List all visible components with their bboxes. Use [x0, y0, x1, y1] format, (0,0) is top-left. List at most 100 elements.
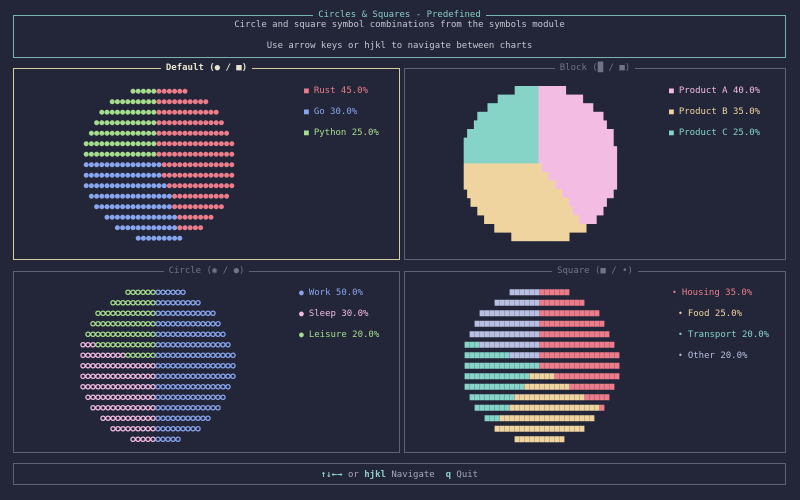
pie-mark-go: [83, 162, 89, 168]
pie-mark-product a: [548, 86, 553, 95]
pie-mark-product c: [524, 137, 529, 147]
pie-mark-product a: [582, 206, 587, 216]
pie-mark-python: [94, 130, 100, 136]
pie-mark-product a: [541, 94, 546, 104]
pie-mark-product a: [606, 163, 611, 173]
pie-mark-product a: [538, 154, 543, 164]
pie-mark-rust: [177, 183, 183, 189]
pie-mark-product a: [582, 154, 587, 164]
pie-mark-transport: [499, 373, 505, 380]
pie-mark-python: [120, 141, 126, 147]
pie-mark-product a: [572, 180, 577, 190]
pie-mark-product a: [555, 129, 560, 138]
pie-mark-sleep: [150, 415, 156, 421]
pie-mark-other: [534, 341, 540, 348]
pie-mark-product b: [507, 180, 512, 190]
pie-mark-product a: [555, 137, 560, 147]
pie-mark-sleep: [80, 352, 86, 359]
pie-mark-food: [554, 415, 560, 422]
legend-label: Rust 45.0%: [313, 86, 369, 96]
pie-mark-python: [94, 141, 100, 147]
pie-mark-go: [140, 172, 146, 178]
pie-mark-product c: [524, 154, 529, 164]
pie-mark-rust: [203, 130, 209, 136]
pie-mark-product a: [552, 111, 556, 121]
pie-mark-product b: [511, 172, 516, 181]
pie-mark-product a: [589, 154, 594, 164]
pie-mark-transport: [514, 362, 520, 369]
pie-mark-transport: [494, 373, 500, 380]
pie-mark-other: [479, 320, 485, 327]
pie-mark-other: [534, 320, 540, 327]
chart-panel-circle[interactable]: Circle (◉ / ●) ● Work 50.0% ● Sleep 30.0% ● L…: [13, 266, 400, 453]
pie-mark-housing: [599, 362, 605, 369]
pie-mark-product c: [501, 111, 505, 121]
pie-mark-product a: [552, 163, 556, 173]
pie-mark-product b: [514, 215, 519, 224]
pie-mark-sleep: [145, 384, 151, 390]
pie-mark-product a: [589, 146, 594, 156]
pie-chart-square: [464, 289, 620, 443]
pie-mark-product b: [558, 223, 563, 233]
pie-mark-python: [140, 88, 146, 94]
pie-mark-transport: [489, 394, 495, 401]
pie-mark-product c: [484, 111, 488, 121]
pie-mark-product a: [579, 94, 584, 104]
pie-mark-product c: [480, 137, 485, 147]
pie-mark-other: [524, 331, 530, 338]
pie-mark-other: [509, 310, 515, 317]
pie-mark-work: [185, 384, 191, 390]
pie-mark-rust: [198, 99, 204, 105]
pie-mark-transport: [509, 394, 515, 401]
pie-mark-leisure: [130, 342, 136, 348]
pie-mark-product c: [487, 103, 492, 113]
pie-mark-food: [559, 436, 565, 443]
pie-mark-product b: [497, 197, 502, 207]
pie-mark-python: [140, 141, 146, 147]
pie-mark-product b: [473, 172, 478, 181]
pie-mark-go: [109, 183, 115, 189]
pie-mark-work: [170, 436, 176, 442]
pie-mark-go: [166, 225, 172, 231]
pie-mark-product c: [494, 111, 499, 121]
pie-mark-go: [120, 204, 126, 210]
pie-mark-product c: [480, 146, 485, 156]
pie-mark-rust: [213, 193, 219, 199]
pie-mark-sleep: [95, 373, 101, 380]
pie-mark-work: [195, 405, 201, 411]
pie-mark-food: [574, 394, 580, 401]
pie-mark-sleep: [115, 384, 121, 390]
pie-mark-product c: [473, 154, 478, 164]
pie-mark-product b: [480, 180, 485, 190]
pie-mark-rust: [192, 130, 198, 136]
pie-mark-housing: [589, 320, 595, 327]
pie-mark-product b: [524, 189, 529, 199]
pie-mark-product b: [507, 206, 512, 216]
pie-mark-product a: [582, 163, 587, 173]
pie-mark-product a: [592, 180, 597, 190]
pie-mark-rust: [156, 130, 162, 136]
chart-panel-default[interactable]: Default (● / ■) ■ Rust 45.0% ■ Go 30.0% ■ Pyt…: [13, 63, 400, 260]
legend-dot-icon: •: [678, 351, 683, 360]
pie-mark-product b: [558, 215, 563, 224]
pie-mark-python: [104, 120, 110, 126]
pie-mark-product a: [589, 189, 594, 199]
pie-mark-transport: [509, 383, 515, 390]
pie-mark-rust: [198, 204, 204, 210]
pie-mark-sleep: [125, 405, 131, 411]
pie-mark-work: [190, 352, 196, 359]
pie-mark-product b: [545, 223, 550, 233]
pie-mark-sleep: [145, 373, 151, 380]
pie-mark-work: [160, 425, 166, 432]
pie-mark-product b: [470, 163, 475, 173]
pie-mark-go: [140, 162, 146, 168]
pie-mark-work: [205, 405, 211, 411]
pie-mark-work: [175, 436, 181, 442]
pie-mark-product a: [613, 163, 618, 173]
pie-mark-rust: [187, 172, 193, 178]
chart-panel-block[interactable]: Block (█ / ■) ■ Product A 40.0% ■ Product B…: [404, 63, 786, 260]
pie-mark-work: [155, 310, 161, 316]
pie-mark-product c: [470, 137, 475, 147]
chart-panel-square[interactable]: Square (■ / •) • Housing 35.0% • Food 25.0%…: [404, 266, 786, 453]
pie-mark-product a: [575, 180, 580, 190]
